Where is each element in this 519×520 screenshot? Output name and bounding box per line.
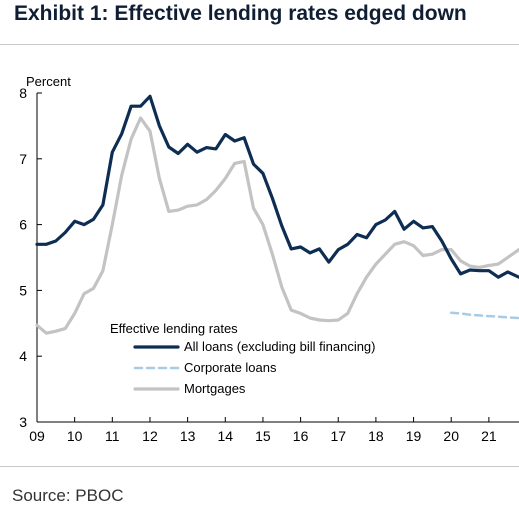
x-tick-label: 14 — [217, 428, 233, 444]
y-tick-label: 4 — [19, 348, 27, 364]
x-tick-label: 09 — [29, 428, 45, 444]
bottom-divider — [0, 466, 519, 467]
chart-title: Exhibit 1: Effective lending rates edged… — [14, 2, 467, 25]
x-tick-label: 16 — [293, 428, 309, 444]
x-tick-label: 15 — [255, 428, 271, 444]
x-tick-label: 11 — [105, 428, 120, 444]
legend: Effective lending rates All loans (exclu… — [110, 321, 376, 396]
line-chart: Percent 3 4 5 6 7 8 09 10 11 12 13 14 15 16 17 18 19 20 21… — [19, 74, 519, 444]
series-line-1 — [35, 116, 519, 335]
x-tick-label: 21 — [481, 428, 497, 444]
legend-label: All loans (excluding bill financing) — [184, 339, 376, 354]
y-tick-label: 6 — [19, 217, 27, 233]
x-tick-label: 13 — [180, 428, 196, 444]
series-lines — [35, 94, 519, 335]
series-line-2 — [449, 311, 519, 320]
x-tick-label: 17 — [330, 428, 346, 444]
x-tick-label: 18 — [368, 428, 384, 444]
y-tick-label: 5 — [19, 282, 27, 298]
legend-title: Effective lending rates — [110, 321, 238, 336]
top-divider — [0, 44, 519, 45]
y-tick-label: 7 — [19, 151, 27, 167]
axes: 3 4 5 6 7 8 09 10 11 12 13 14 15 16 17 18 19 20 21 — [19, 85, 519, 444]
y-tick-label: 8 — [19, 85, 27, 101]
y-tick-label: 3 — [19, 414, 27, 430]
source-note: Source: PBOC — [12, 486, 124, 505]
x-tick-label: 20 — [443, 428, 459, 444]
x-tick-label: 12 — [142, 428, 158, 444]
y-axis-unit-label: Percent — [26, 74, 71, 89]
legend-label: Corporate loans — [184, 360, 277, 375]
x-tick-label: 10 — [67, 428, 83, 444]
x-tick-label: 19 — [406, 428, 422, 444]
legend-label: Mortgages — [184, 381, 246, 396]
series-line-3 — [35, 94, 519, 279]
